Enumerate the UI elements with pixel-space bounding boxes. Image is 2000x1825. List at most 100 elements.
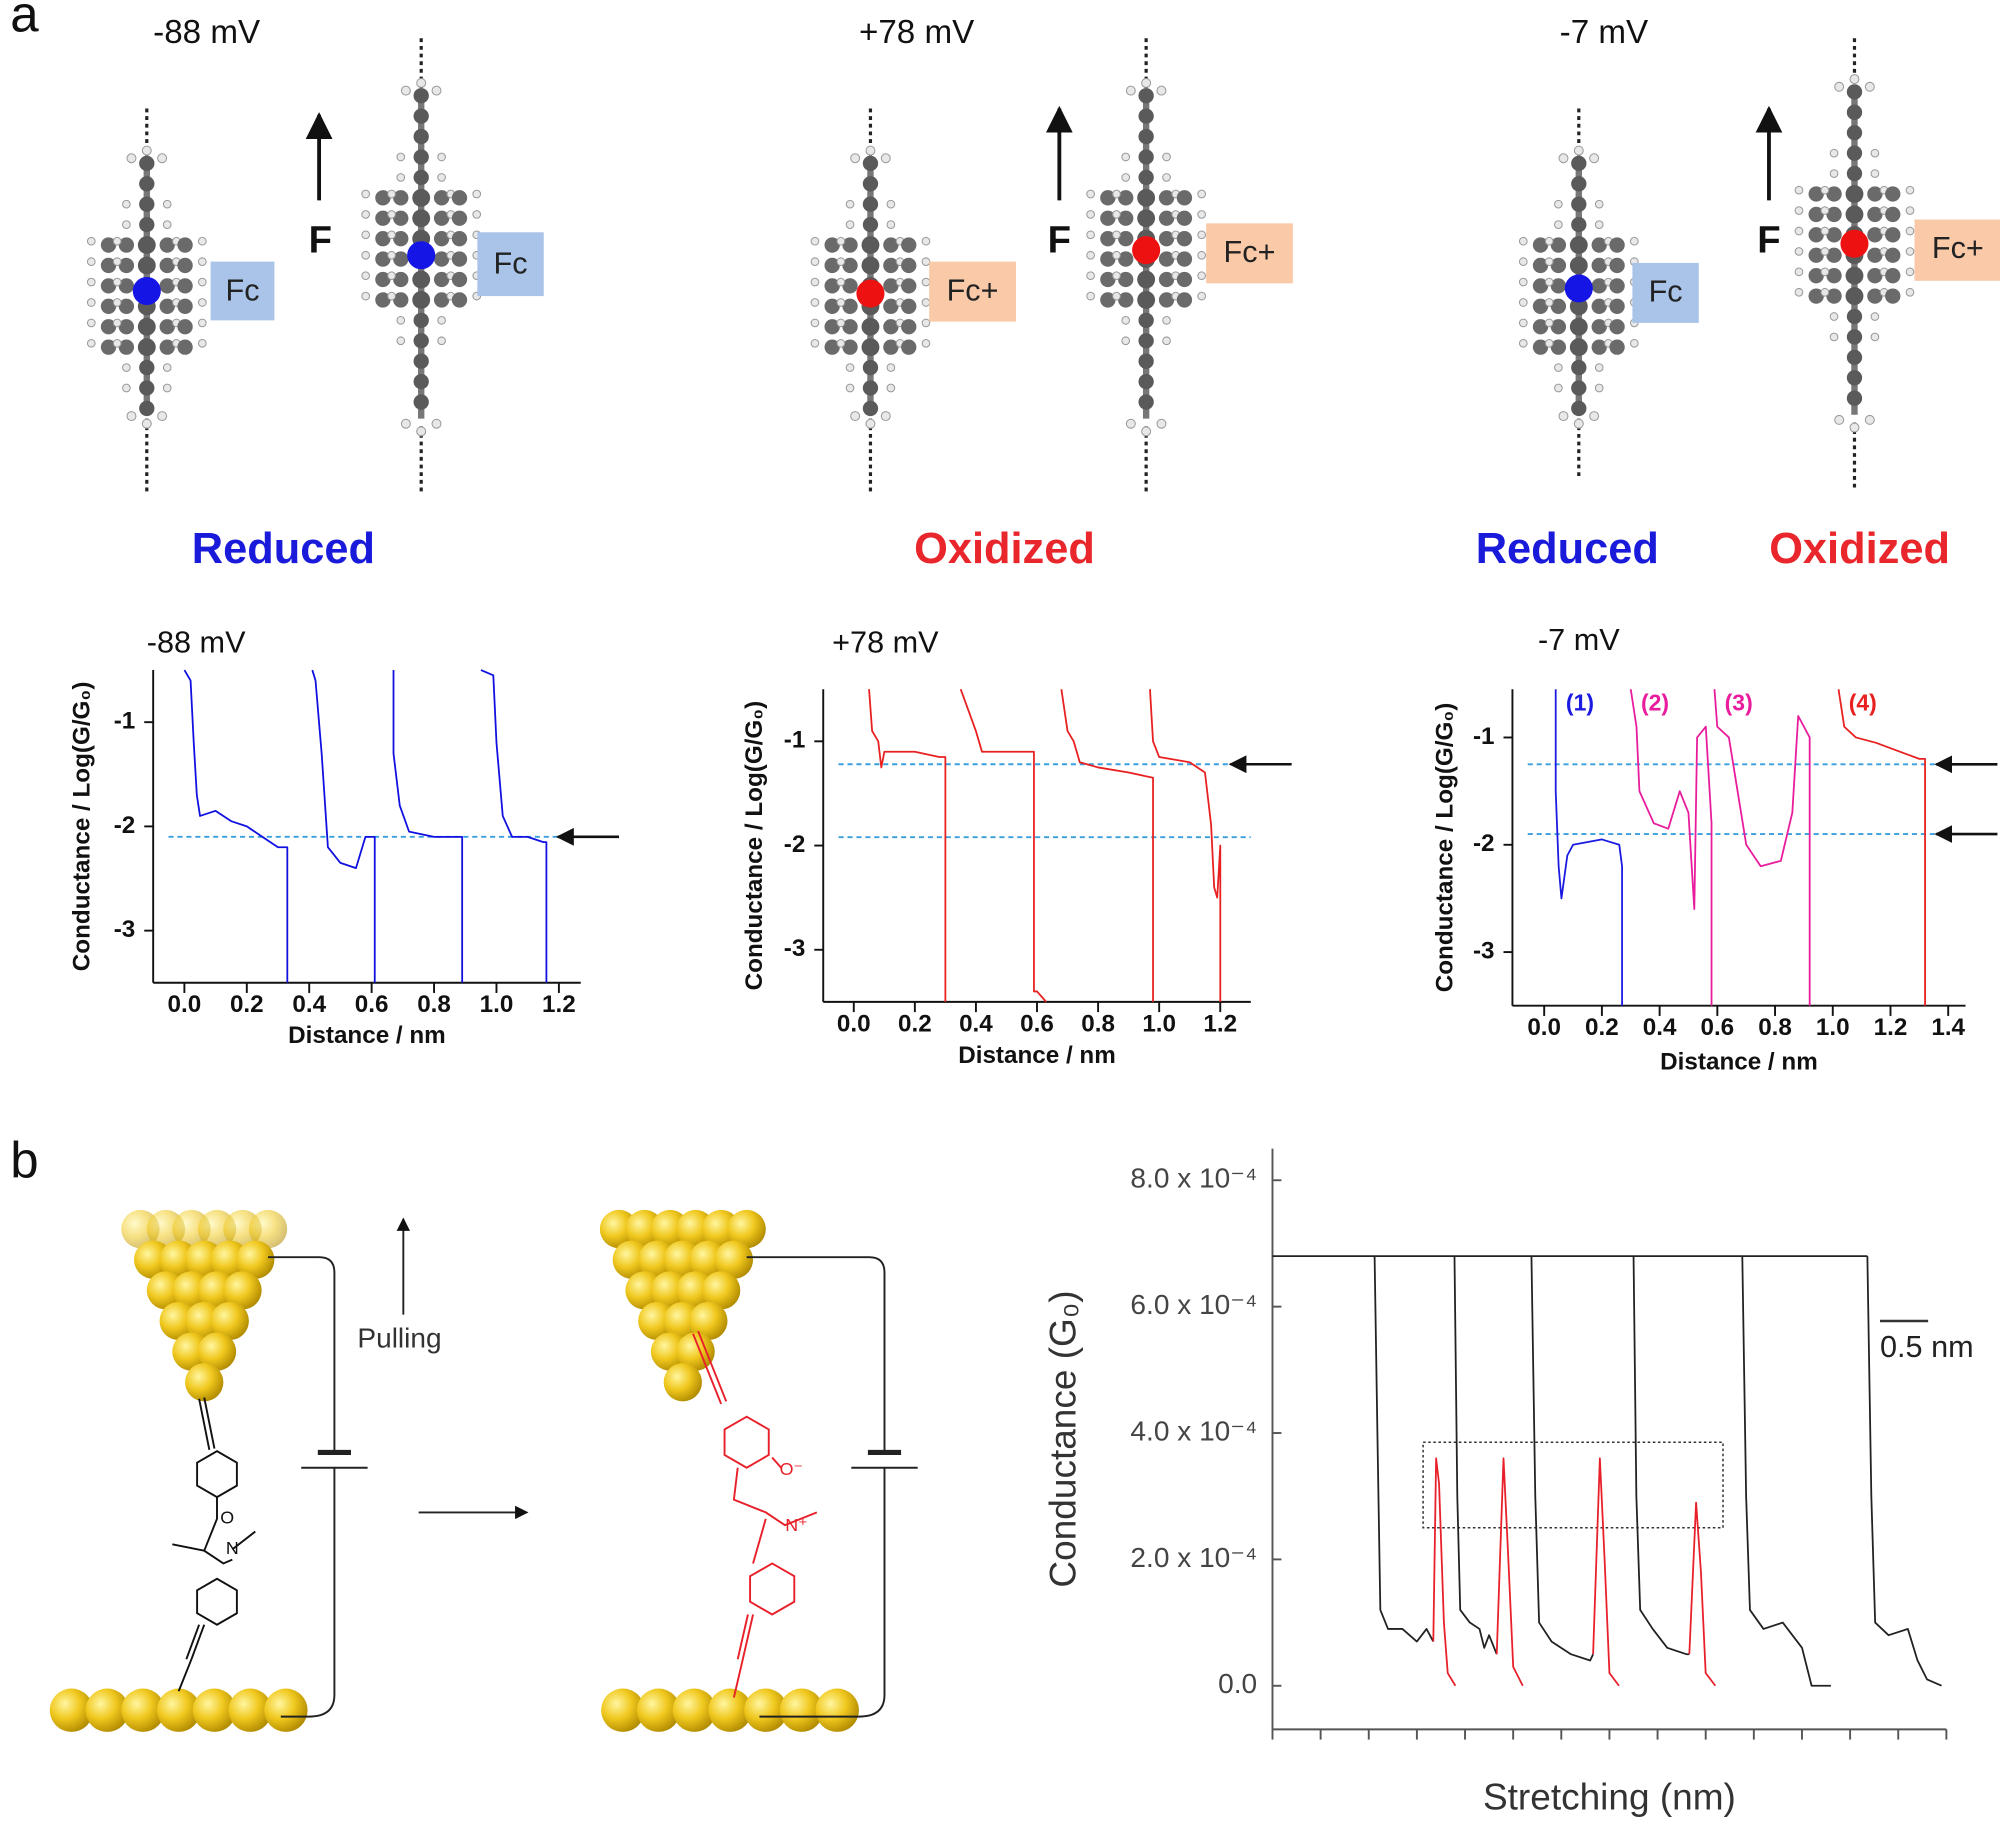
- atom: [862, 359, 879, 376]
- state-label: Reduced: [1476, 525, 1659, 573]
- h-atom: [1820, 226, 1830, 236]
- atom: [1138, 149, 1154, 165]
- x-axis-label: Distance / nm: [958, 1042, 1116, 1069]
- h-atom: [197, 277, 207, 287]
- h-atom: [1518, 298, 1528, 307]
- atom: [1808, 186, 1824, 202]
- h-atom: [1820, 267, 1830, 277]
- y-tick-label: -3: [114, 916, 136, 943]
- y-axis-label: Conductance / Log(G/G₀): [1431, 703, 1458, 993]
- atom: [1591, 257, 1607, 274]
- trace: [1629, 689, 1713, 1006]
- metal-atom: [1132, 236, 1161, 265]
- h-atom: [1594, 220, 1604, 229]
- atom: [139, 380, 155, 396]
- h-atom: [387, 250, 396, 260]
- gold-atom: [601, 1688, 645, 1732]
- h-atom: [112, 277, 122, 287]
- h-atom: [361, 189, 371, 199]
- h-atom: [400, 418, 411, 429]
- ring: [196, 1577, 238, 1626]
- h-atom: [1544, 318, 1554, 328]
- state-label: Reduced: [192, 525, 375, 573]
- atom: [1569, 236, 1588, 254]
- atom: [1845, 287, 1864, 306]
- force-label: F: [1757, 219, 1780, 262]
- atom: [1569, 256, 1588, 275]
- y-tick-label: 2.0 x 10⁻⁴: [1130, 1542, 1257, 1573]
- atom: [862, 216, 879, 233]
- atom: [177, 278, 193, 294]
- atom: [861, 317, 880, 336]
- gold-atom: [210, 1301, 249, 1341]
- atom: [375, 271, 391, 288]
- atom: [824, 237, 840, 253]
- atom: [1571, 359, 1587, 376]
- h-atom: [1162, 152, 1171, 162]
- gold-atom: [689, 1301, 728, 1341]
- x-tick-label: 0.6: [355, 991, 389, 1018]
- gold-atom: [676, 1332, 715, 1371]
- h-atom: [1829, 332, 1839, 342]
- x-tick-label: 0.0: [168, 991, 202, 1018]
- tag: Fc+: [1224, 235, 1276, 269]
- state-label: Oxidized: [914, 525, 1095, 573]
- atom: [375, 210, 391, 226]
- h-atom: [845, 199, 855, 209]
- h-atom: [1197, 291, 1206, 301]
- trace: [1554, 689, 1623, 1006]
- h-atom: [1086, 230, 1095, 240]
- atom: [1138, 108, 1154, 124]
- h-atom: [112, 338, 122, 348]
- gold-atom: [672, 1688, 717, 1732]
- atom: [1885, 288, 1901, 304]
- h-atom: [86, 338, 96, 348]
- atom: [1118, 231, 1134, 247]
- bond: [736, 1614, 749, 1660]
- atom: [1808, 227, 1824, 243]
- atom: [1176, 190, 1193, 206]
- h-atom: [1558, 411, 1569, 422]
- force-label: F: [309, 219, 332, 262]
- x-tick-label: 0.8: [1758, 1014, 1792, 1041]
- h-atom: [810, 257, 820, 266]
- h-atom: [880, 153, 891, 164]
- atom: [1138, 88, 1154, 104]
- h-atom: [1554, 363, 1563, 372]
- potential: -88 mV: [153, 14, 260, 51]
- h-atom: [112, 298, 122, 307]
- trace: [868, 689, 947, 1002]
- atom: [375, 292, 391, 308]
- atom: [824, 319, 840, 335]
- atom: [1885, 206, 1901, 223]
- atom: [861, 338, 880, 357]
- scale-bar-label: 0.5 nm: [1880, 1330, 1974, 1364]
- atom: [842, 237, 858, 253]
- h-atom: [1544, 236, 1554, 246]
- atom: [1118, 210, 1134, 226]
- atom: [1826, 186, 1842, 202]
- h-atom: [197, 298, 207, 307]
- h-atom: [112, 318, 122, 328]
- gold-atom: [228, 1688, 272, 1732]
- atom: [1885, 186, 1901, 202]
- atom: [139, 196, 155, 212]
- atom: [412, 290, 431, 309]
- atom: [413, 394, 429, 410]
- atom: [1100, 251, 1116, 267]
- atom: [100, 339, 117, 355]
- atom: [1609, 278, 1625, 294]
- atom: [1571, 176, 1587, 192]
- h-atom: [1820, 185, 1830, 195]
- h-atom: [396, 173, 406, 182]
- h-atom: [880, 411, 891, 422]
- atom: [1867, 288, 1883, 304]
- trace-label: (4): [1849, 690, 1877, 716]
- h-atom: [1544, 338, 1554, 348]
- trace-label: (1): [1566, 690, 1594, 716]
- bond: [752, 1518, 767, 1564]
- y-tick-label: -2: [1473, 830, 1495, 857]
- h-atom: [361, 271, 371, 281]
- atom: [1571, 155, 1587, 172]
- atom: [100, 298, 117, 314]
